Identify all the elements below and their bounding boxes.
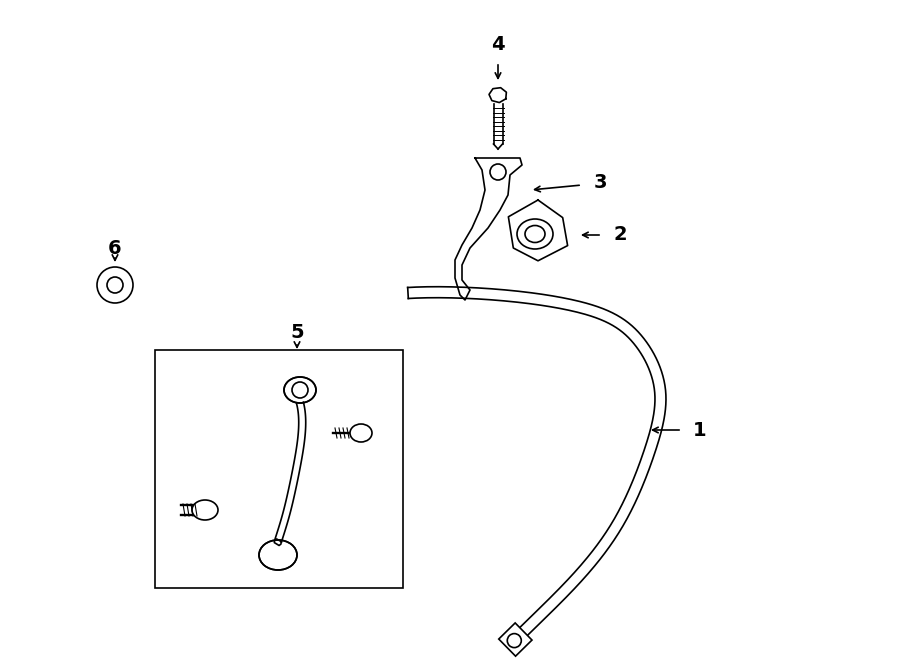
Circle shape (97, 267, 133, 303)
Text: 1: 1 (693, 420, 706, 440)
Polygon shape (489, 88, 507, 102)
Ellipse shape (284, 377, 316, 403)
Polygon shape (499, 623, 532, 656)
Text: 6: 6 (108, 239, 122, 258)
Ellipse shape (192, 500, 218, 520)
Polygon shape (508, 200, 568, 261)
Text: 4: 4 (491, 36, 505, 54)
Polygon shape (408, 287, 666, 639)
Text: 3: 3 (593, 173, 607, 192)
Polygon shape (274, 402, 306, 545)
Ellipse shape (350, 424, 372, 442)
Bar (155, 350, 403, 588)
Polygon shape (455, 158, 522, 300)
Text: 2: 2 (613, 225, 626, 245)
Text: 5: 5 (290, 323, 304, 342)
Ellipse shape (259, 540, 297, 570)
